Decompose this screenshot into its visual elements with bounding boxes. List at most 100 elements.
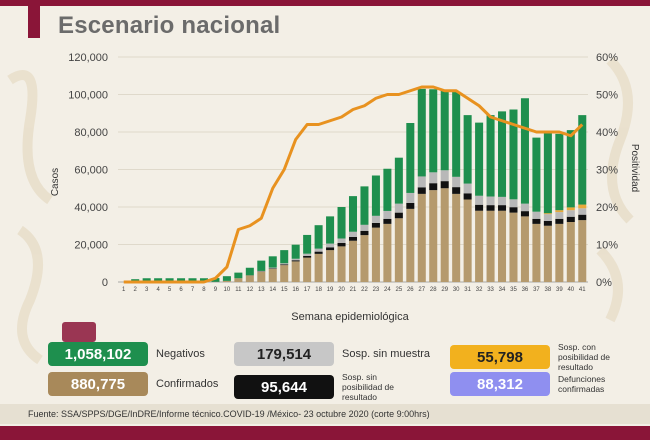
- bar-segment-sin_muestra: [452, 176, 461, 188]
- legend-label: Confirmados: [156, 378, 219, 390]
- mexico-seal: [62, 322, 96, 342]
- bar-segment-confirmados: [578, 220, 587, 282]
- y2-tick-label: 20%: [596, 202, 618, 214]
- bar-segment-sin_muestra: [520, 203, 529, 212]
- bar-segment-sin_posibilidad: [578, 214, 587, 221]
- bar-segment-negativos: [440, 90, 449, 171]
- x-tick-label: 37: [533, 287, 540, 293]
- bar-segment-negativos: [566, 130, 575, 208]
- bar-segment-confirmados: [417, 193, 426, 282]
- x-tick-label: 18: [315, 287, 322, 293]
- bar-segment-confirmados: [498, 210, 507, 282]
- y-tick-label: 40,000: [74, 202, 108, 214]
- x-tick-label: 39: [556, 287, 563, 293]
- bar-segment-confirmados: [257, 271, 266, 282]
- bar-segment-sin_muestra: [463, 183, 472, 194]
- bar-segment-confirmados: [429, 190, 438, 282]
- x-tick-label: 9: [214, 287, 218, 293]
- bar-segment-confirmados: [291, 261, 300, 282]
- bar-segment-negativos: [142, 278, 151, 282]
- legend-negativos: 1,058,102 Negativos: [48, 342, 205, 366]
- bar-segment-confirmados: [303, 257, 312, 282]
- bar-segment-sin_muestra: [406, 192, 415, 203]
- bar-segment-negativos: [280, 250, 289, 264]
- bar-segment-sin_posibilidad: [566, 216, 575, 222]
- bar-segment-confirmados: [337, 246, 346, 282]
- bar-segment-negativos: [154, 278, 163, 282]
- y2-tick-label: 30%: [596, 165, 618, 177]
- bar-segment-negativos: [348, 196, 358, 232]
- legend-con-posibilidad: 55,798 Sosp. con posibilidad de resultad…: [450, 342, 628, 372]
- bar-segment-sin_muestra: [280, 263, 289, 265]
- bar-segment-negativos: [498, 111, 507, 197]
- bar-segment-sin_posibilidad: [406, 202, 415, 209]
- x-tick-label: 30: [453, 287, 460, 293]
- bar-segment-posibilidad: [578, 204, 587, 209]
- x-tick-label: 4: [156, 287, 160, 293]
- bar-segment-confirmados: [348, 240, 358, 282]
- bar-segment-confirmados: [555, 223, 564, 282]
- bar-segment-sin_posibilidad: [394, 212, 403, 219]
- x-tick-label: 33: [487, 287, 494, 293]
- y2-tick-label: 0%: [596, 277, 612, 289]
- x-tick-label: 17: [304, 287, 311, 293]
- legend-value: 88,312: [450, 372, 550, 396]
- x-tick-label: 26: [407, 287, 414, 293]
- bar-segment-negativos: [463, 115, 472, 184]
- bar-segment-negativos: [257, 260, 266, 271]
- y-axis-ticks: 0 20,000 40,000 60,000 80,000 100,000 120,000: [68, 52, 108, 289]
- legend-value: 1,058,102: [48, 342, 148, 366]
- bar-segment-negativos: [429, 89, 438, 173]
- bar-segment-negativos: [475, 122, 484, 196]
- bar-segment-sin_muestra: [532, 211, 541, 219]
- bar-segment-sin_posibilidad: [486, 205, 495, 211]
- bar-segment-posibilidad: [543, 213, 552, 215]
- x-tick-label: 22: [361, 287, 368, 293]
- bar-segment-sin_posibilidad: [498, 205, 507, 211]
- bar-segment-confirmados: [234, 278, 243, 282]
- x-tick-label: 41: [579, 287, 586, 293]
- bar-segment-negativos: [520, 98, 529, 204]
- bar-segment-negativos: [165, 278, 174, 282]
- y-tick-label: 80,000: [74, 127, 108, 139]
- bar-segment-sin_muestra: [543, 214, 552, 221]
- bar-segment-negativos: [268, 256, 277, 268]
- bar-segment-sin_posibilidad: [371, 222, 380, 228]
- bar-segment-sin_posibilidad: [475, 204, 484, 211]
- legend-confirmados: 880,775 Confirmados: [48, 372, 218, 396]
- bar-segment-negativos: [371, 175, 380, 216]
- bar-segment-negativos: [211, 278, 220, 282]
- bar-segment-sin_muestra: [383, 210, 392, 219]
- bar-segment-confirmados: [394, 218, 403, 282]
- bar-segment-negativos: [555, 133, 564, 211]
- legend-defunciones: 88,312 Defunciones confirmadas: [450, 372, 628, 396]
- y2-tick-label: 60%: [596, 52, 618, 64]
- bar-segment-negativos: [452, 91, 461, 177]
- bar-segment-negativos: [222, 276, 231, 281]
- bar-segment-negativos: [245, 267, 254, 276]
- x-tick-label: 19: [327, 287, 334, 293]
- x-tick-label: 29: [441, 287, 448, 293]
- bar-segment-confirmados: [566, 222, 575, 282]
- bottom-accent-bar: [0, 426, 650, 440]
- bar-segment-confirmados: [509, 212, 518, 282]
- bar-segment-sin_posibilidad: [383, 218, 392, 224]
- bar-segment-posibilidad: [555, 210, 564, 213]
- bar-segment-negativos: [383, 168, 392, 211]
- x-tick-label: 15: [281, 287, 288, 293]
- source-text: Fuente: SSA/SPPS/DGE/InDRE/Informe técni…: [28, 409, 430, 419]
- bar-segment-sin_muestra: [326, 243, 335, 248]
- bar-segment-negativos: [406, 123, 415, 193]
- bar-segment-sin_posibilidad: [326, 247, 335, 251]
- bar-segment-sin_posibilidad: [291, 260, 300, 262]
- bar-segment-sin_posibilidad: [337, 243, 346, 247]
- bar-segment-confirmados: [463, 199, 472, 282]
- bar-segment-confirmados: [326, 250, 335, 282]
- x-tick-label: 7: [191, 287, 195, 293]
- bar-segment-sin_muestra: [486, 196, 495, 206]
- bar-segment-sin_posibilidad: [314, 251, 323, 254]
- bar-segment-posibilidad: [566, 207, 575, 211]
- bar-segment-sin_posibilidad: [543, 220, 552, 226]
- bar-segment-sin_posibilidad: [268, 268, 277, 269]
